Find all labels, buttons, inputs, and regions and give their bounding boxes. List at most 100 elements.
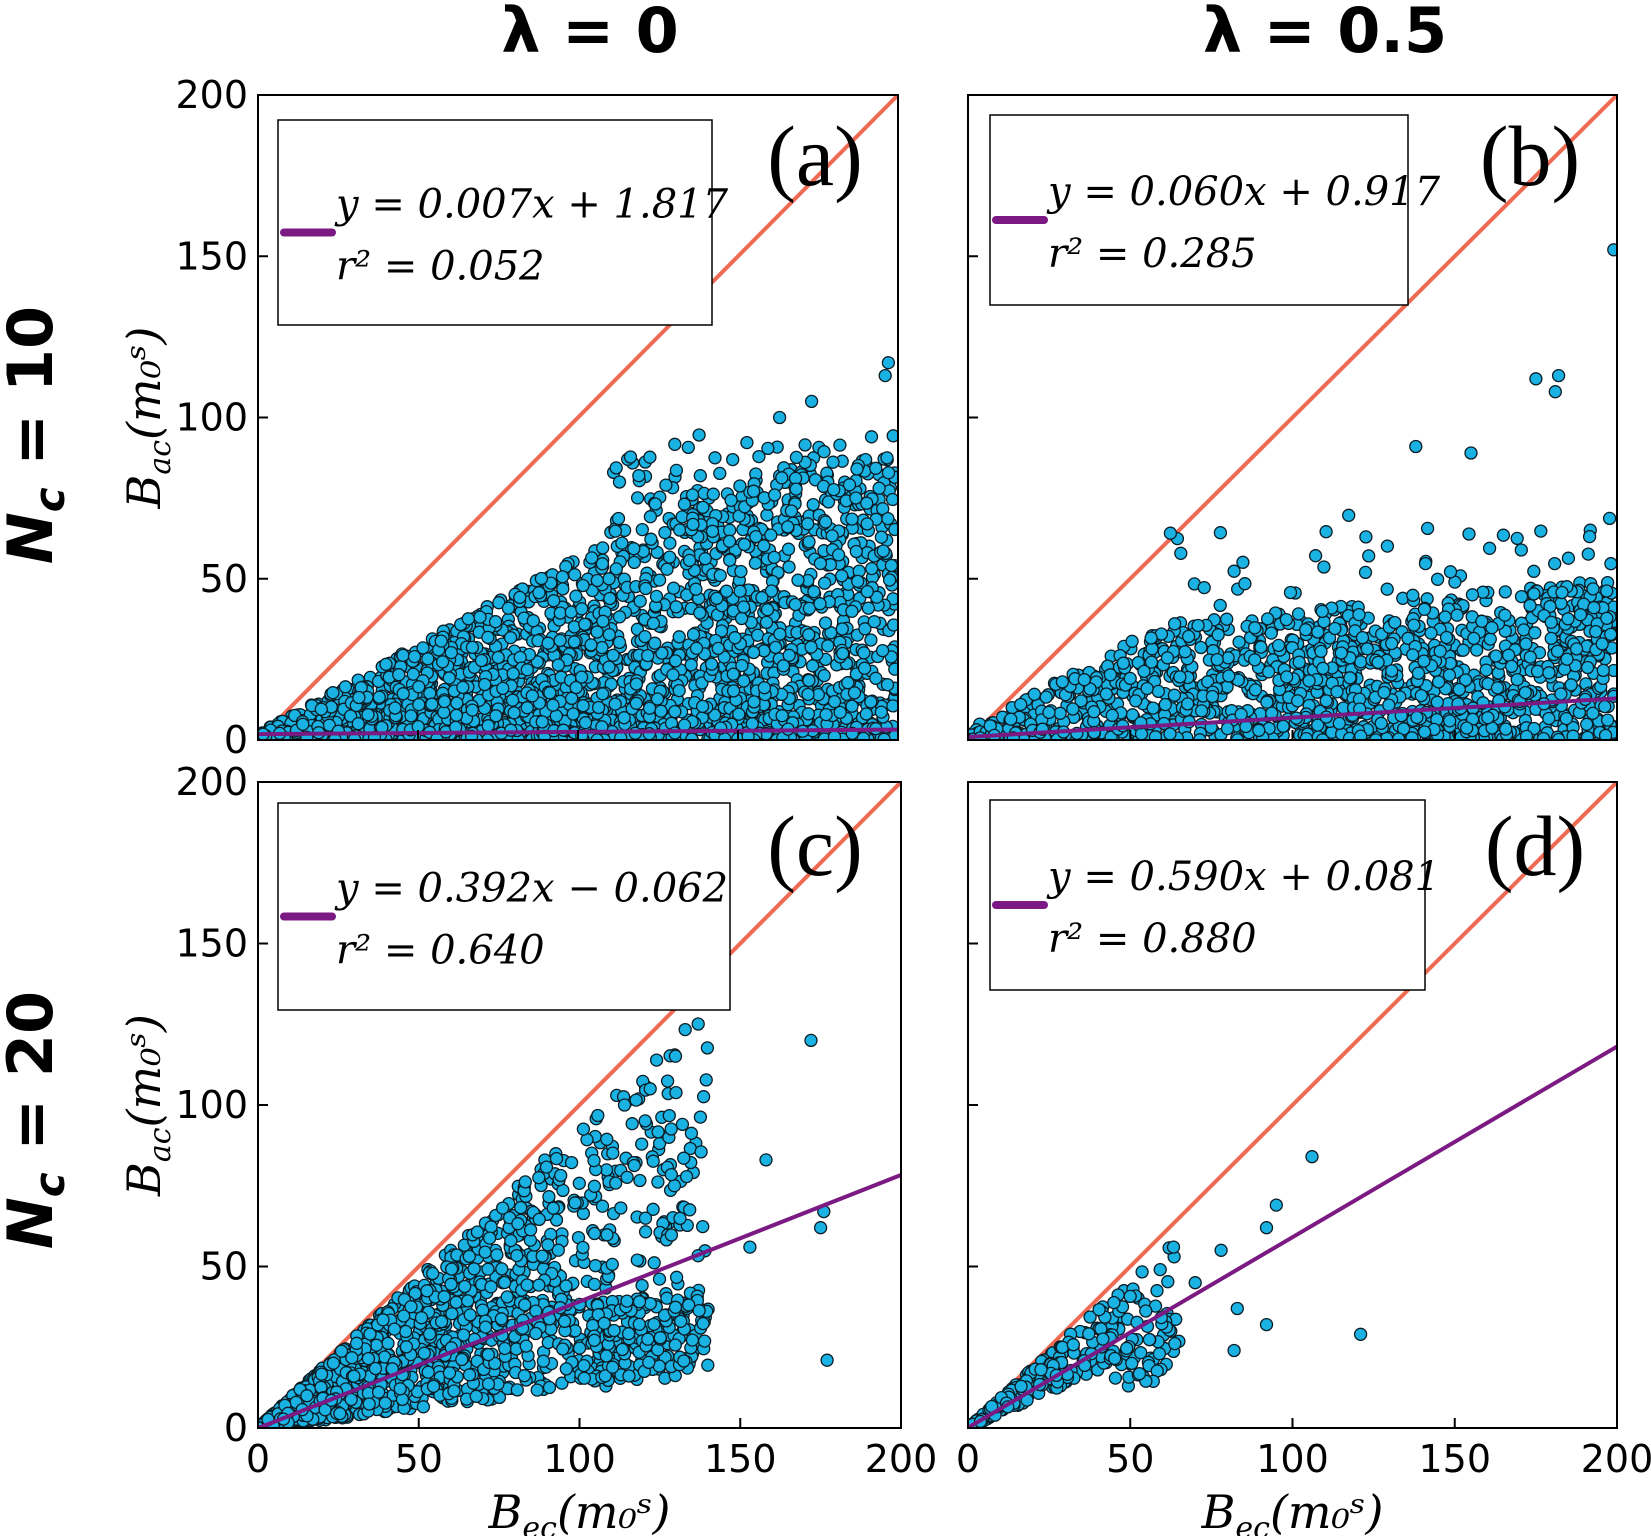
scatter-point [827,694,842,709]
y-axis-label: Bac(m₀ˢ) [117,327,178,510]
scatter-point [1332,716,1346,731]
scatter-point [842,478,857,492]
scatter-point [576,699,590,713]
scatter-point [635,522,649,537]
scatter-point [1151,684,1166,699]
scatter-point [1460,721,1474,735]
scatter-point [1083,682,1097,696]
scatter-point [1519,637,1533,651]
scatter-point [1388,615,1402,630]
scatter-point [849,491,863,505]
scatter-point [1529,372,1543,386]
scatter-point [886,429,898,443]
scatter-point [689,582,703,596]
scatter-point [760,603,775,617]
plot-area [258,95,898,740]
scatter-point [1530,664,1545,678]
scatter-point [627,555,641,570]
scatter-point [660,562,674,576]
scatter-point [801,687,815,702]
scatter-point [590,625,604,639]
scatter-point [1443,714,1457,728]
scatter-point [576,578,590,593]
scatter-point [465,640,480,655]
scatter-point [857,661,872,675]
scatter-point [801,517,815,531]
scatter-point [1354,655,1368,669]
scatter-point [1377,685,1391,700]
scatter-point [596,541,610,555]
scatter-point [1311,718,1325,732]
scatter-point [672,683,686,698]
scatter-point [1213,598,1227,613]
row-title-bottom-value: = 20 [0,991,67,1172]
scatter-point [885,492,898,507]
scatter-point [578,617,592,631]
scatter-point [1544,631,1558,646]
scatter-point [764,584,779,598]
scatter-point [547,594,561,608]
scatter-point [880,678,895,692]
scatter-point [513,650,527,665]
scatter-point [627,542,641,556]
scatter-point [648,497,663,511]
scatter-point [1374,716,1388,730]
scatter-point [1014,697,1028,712]
scatter-point [1517,623,1531,637]
scatter-point [614,731,628,740]
scatter-point [817,668,831,683]
scatter-point [1418,556,1433,571]
scatter-point [678,1022,692,1037]
scatter-point [416,641,430,655]
identity-line [258,95,898,740]
scatter-point [535,715,549,729]
scatter-point [775,471,789,485]
scatter-point [587,1277,602,1292]
scatter-point [609,461,623,475]
scatter-point [735,658,749,673]
scatter-point [379,657,393,671]
scatter-point [886,699,898,713]
scatter-point [755,590,769,605]
scatter-point [734,564,748,579]
scatter-point [596,614,610,628]
scatter-point [1137,664,1151,679]
scatter-point [686,627,701,642]
scatter-point [1586,582,1600,596]
scatter-point [798,438,812,452]
scatter-point [1550,644,1565,658]
scatter-point [1438,610,1452,624]
scatter-point [532,586,546,600]
scatter-point [437,694,452,709]
scatter-point [662,550,677,564]
scatter-point [775,709,789,723]
scatter-point [1479,663,1493,677]
plot-area [258,782,901,1428]
scatter-point [412,680,426,694]
scatter-point [860,584,874,599]
scatter-point [791,573,805,587]
scatter-point [1315,604,1329,619]
scatter-point [489,709,503,723]
scatter-point [681,440,695,455]
scatter-point [1527,587,1541,601]
scatter-point [595,1199,610,1213]
scatter-point [1542,666,1556,680]
scatter-point [705,524,720,538]
scatter-point [501,601,516,615]
scatter-point [474,653,489,668]
scatter-point [1602,511,1617,526]
scatter-point [723,523,737,537]
scatter-point [1103,668,1118,682]
scatter-point [805,659,820,673]
scatter-point [1406,648,1420,662]
scatter-point [1236,555,1250,569]
scatter-point [1407,618,1421,632]
scatter-point [686,517,700,532]
scatter-point [1039,690,1053,704]
scatter-point [781,520,795,534]
scatter-point [1543,599,1557,614]
scatter-point [736,600,751,614]
